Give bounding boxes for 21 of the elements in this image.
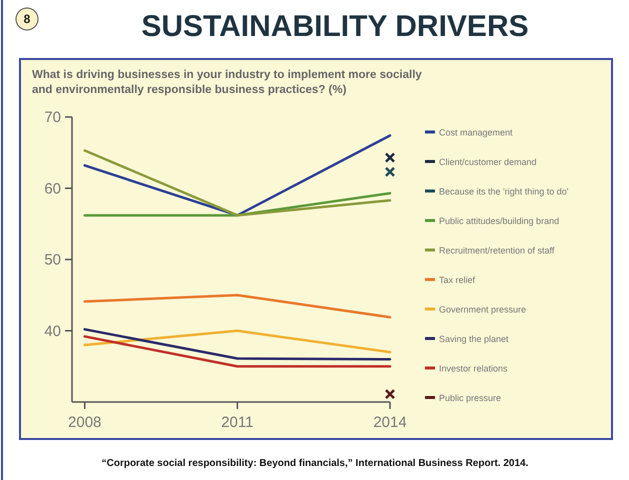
legend-label: Public pressure — [439, 393, 502, 403]
legend-label: Because its the 'right thing to do' — [439, 186, 569, 196]
y-tick-label: 60 — [44, 180, 61, 198]
y-tick-label: 40 — [44, 322, 61, 340]
legend-label: Cost management — [439, 128, 514, 138]
text: “Corporate social responsibility: Beyond financials,” International Business Report. 2014. — [102, 458, 529, 469]
x-tick-label: 2008 — [68, 414, 102, 431]
chart-title: SUSTAINABILITY DRIVERS — [141, 10, 529, 43]
legend-label: Government pressure — [439, 304, 526, 314]
legend-label: Tax relief — [439, 275, 476, 285]
legend-label: Saving the planet — [439, 334, 510, 344]
x-tick-label: 2011 — [221, 414, 254, 431]
x-tick-label: 2014 — [373, 414, 407, 431]
legend-label: Client/customer demand — [439, 157, 537, 167]
text: 8 — [24, 12, 31, 26]
legend-label: Recruitment/retention of staff — [439, 246, 555, 256]
y-tick-label: 50 — [44, 252, 61, 268]
legend-label: Public attitudes/building brand — [439, 216, 560, 226]
legend-label: Investor relations — [439, 364, 508, 374]
y-tick-label: 70 — [44, 109, 61, 126]
chart-subtitle: What is driving businesses in your industry to implement more socially and environmentally responsible business practices? (%) — [32, 69, 422, 96]
